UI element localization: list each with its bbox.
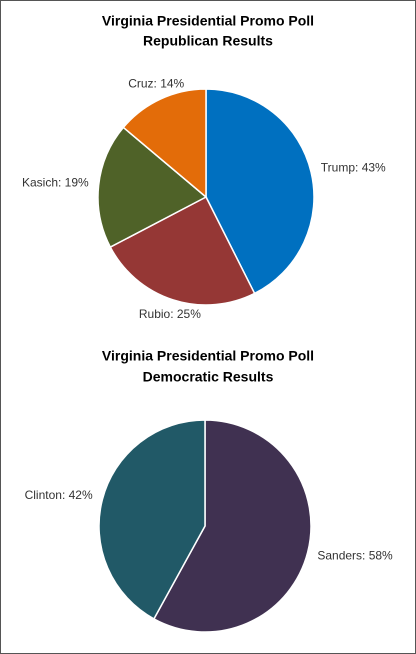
data-label: Sanders: 58% bbox=[317, 549, 393, 563]
pie-slice bbox=[122, 88, 207, 199]
chart-subtitle: Republican Results bbox=[143, 33, 273, 49]
data-label: Trump: 43% bbox=[321, 161, 386, 175]
data-label: Rubio: 25% bbox=[139, 307, 201, 321]
pie-slice bbox=[97, 126, 208, 249]
pie-slice bbox=[109, 195, 256, 306]
pie-slice bbox=[205, 88, 315, 295]
data-label: Kasich: 19% bbox=[22, 176, 89, 190]
chart-subtitle: Democratic Results bbox=[143, 369, 274, 385]
chart-title: Virginia Presidential Promo Poll bbox=[102, 348, 314, 364]
data-label: Cruz: 14% bbox=[128, 77, 184, 91]
data-label: Clinton: 42% bbox=[25, 488, 93, 502]
chart-title: Virginia Presidential Promo Poll bbox=[102, 13, 314, 29]
pie-slice bbox=[152, 419, 312, 633]
pie-slice bbox=[98, 419, 206, 620]
